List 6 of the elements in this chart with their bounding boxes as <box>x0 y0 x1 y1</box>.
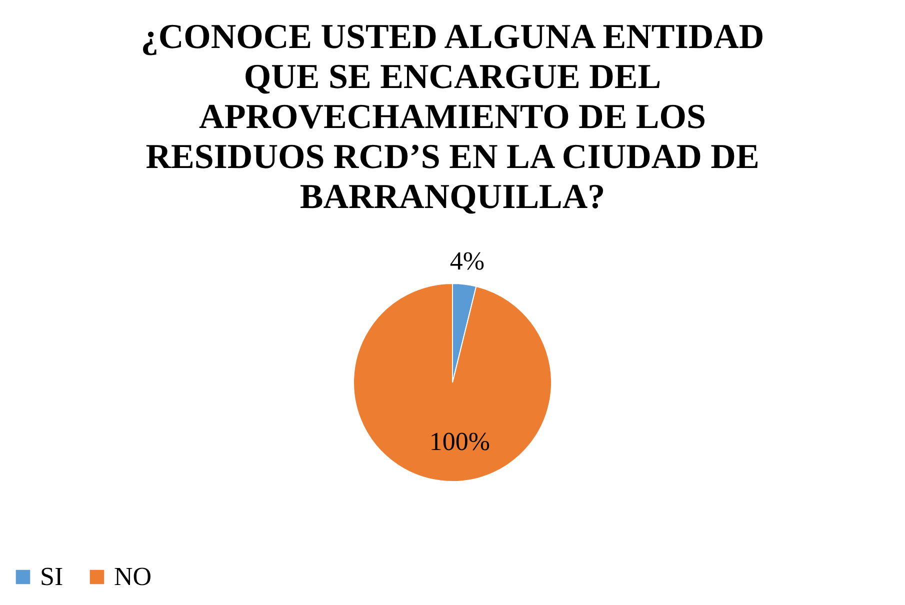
chart-title: ¿CONOCE USTED ALGUNA ENTIDAD QUE SE ENCARGUE DEL APROVECHAMIENTO DE LOS RESIDUOS RCD’S EN LA CIUDAD DE BARRANQUILLA? <box>140 17 764 216</box>
pie-slice <box>353 283 552 482</box>
data-label: 4% <box>450 246 485 276</box>
data-label: 100% <box>429 427 490 456</box>
legend-label: NO <box>114 562 152 591</box>
legend-label: SI <box>40 562 64 591</box>
